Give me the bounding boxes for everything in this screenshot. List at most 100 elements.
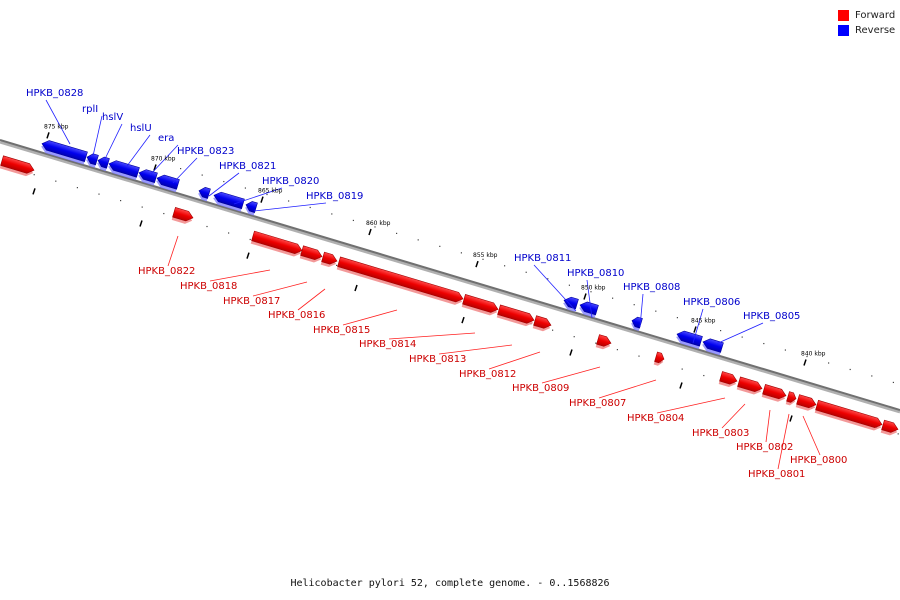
reverse-gene[interactable]	[197, 186, 211, 202]
reverse-gene-label: HPKB_0820	[262, 176, 319, 187]
major-tick-mark-lower	[354, 284, 358, 292]
reverse-leader-line	[103, 123, 123, 162]
forward-gene-label: HPKB_0822	[138, 266, 195, 277]
reverse-gene[interactable]	[137, 168, 158, 186]
minor-tick-upper	[417, 239, 419, 241]
gene-body	[321, 251, 338, 265]
major-tick-label: 865 kbp	[258, 188, 283, 195]
gene-body	[198, 187, 211, 199]
minor-tick-upper	[374, 226, 376, 228]
backbone-line	[0, 139, 900, 411]
reverse-gene[interactable]	[578, 300, 599, 318]
minor-tick-upper	[741, 336, 743, 338]
gene-body	[138, 169, 158, 183]
major-tick-mark	[368, 228, 372, 236]
forward-gene[interactable]	[761, 384, 788, 403]
gene-body	[97, 156, 110, 169]
gene-body	[172, 207, 194, 222]
minor-tick-lower	[33, 174, 35, 176]
major-tick-label: 875 kbp	[44, 123, 69, 130]
minor-tick-lower	[336, 264, 338, 266]
major-tick-mark	[693, 326, 697, 333]
minor-tick-upper	[266, 193, 268, 196]
reverse-gene[interactable]	[675, 329, 703, 349]
minor-tick-upper	[309, 206, 311, 209]
reverse-gene[interactable]	[701, 337, 724, 356]
forward-leader-line	[388, 332, 476, 340]
minor-tick-upper	[331, 213, 333, 215]
gene-body	[654, 351, 665, 364]
gene-body	[579, 301, 599, 316]
figure-caption: Helicobacter pylori 52, complete genome.…	[290, 578, 610, 589]
forward-gene[interactable]	[250, 230, 304, 258]
forward-leader-line	[209, 269, 271, 282]
minor-tick-upper	[439, 245, 441, 247]
minor-tick-upper	[568, 284, 570, 286]
forward-gene[interactable]	[785, 391, 798, 407]
forward-gene[interactable]	[718, 371, 739, 389]
gene-body	[533, 315, 552, 329]
minor-tick-lower	[163, 212, 165, 215]
forward-gene[interactable]	[736, 376, 764, 396]
reverse-gene-label: HPKB_0828	[26, 88, 83, 99]
forward-gene[interactable]	[653, 351, 666, 367]
minor-tick-upper	[720, 330, 722, 332]
forward-gene-label: HPKB_0817	[223, 296, 280, 307]
major-tick-label: 845 kbp	[691, 318, 716, 325]
reverse-leader-line	[149, 144, 179, 176]
gene-body	[462, 294, 499, 313]
minor-tick-upper	[676, 317, 678, 319]
reverse-gene[interactable]	[96, 156, 110, 172]
major-tick-label: 850 kbp	[581, 285, 606, 292]
reverse-gene[interactable]	[212, 190, 245, 212]
minor-tick-upper	[525, 271, 527, 273]
reverse-gene[interactable]	[630, 316, 643, 331]
gene-body	[762, 384, 787, 400]
reverse-gene[interactable]	[107, 159, 140, 181]
major-tick-label: 840 kbp	[801, 351, 826, 358]
forward-gene[interactable]	[320, 251, 339, 269]
minor-tick-upper	[482, 258, 484, 260]
reverse-leader-line	[208, 172, 240, 197]
minor-tick-upper	[828, 362, 830, 364]
major-tick-mark-lower	[679, 382, 683, 389]
forward-gene[interactable]	[336, 256, 465, 307]
reverse-gene[interactable]	[40, 139, 88, 165]
gene-body	[563, 296, 579, 310]
reverse-gene-label: hslU	[130, 123, 152, 134]
forward-gene-label: HPKB_0804	[627, 413, 684, 424]
forward-gene[interactable]	[814, 399, 884, 432]
forward-leader-line	[167, 235, 179, 267]
minor-tick-upper	[633, 304, 635, 306]
forward-gene[interactable]	[461, 294, 500, 317]
forward-gene[interactable]	[171, 207, 195, 225]
forward-leader-line	[541, 366, 601, 384]
legend-forward-label: Forward	[855, 10, 896, 21]
gene-body	[737, 376, 763, 392]
reverse-gene[interactable]	[85, 152, 99, 168]
major-tick-label: 860 kbp	[366, 220, 391, 227]
gene-body	[719, 371, 738, 385]
minor-tick-lower	[681, 368, 683, 370]
forward-leader-line	[802, 415, 821, 456]
gene-tracks	[0, 132, 900, 437]
forward-gene-partial[interactable]	[880, 419, 900, 437]
forward-leader-line	[342, 309, 398, 326]
forward-gene[interactable]	[595, 334, 613, 351]
forward-gene[interactable]	[532, 315, 553, 333]
minor-tick-upper	[223, 180, 225, 183]
gene-body	[251, 230, 303, 254]
reverse-gene[interactable]	[244, 200, 258, 216]
minor-tick-lower	[552, 329, 554, 331]
forward-leader-line	[438, 344, 513, 355]
forward-gene[interactable]	[299, 245, 324, 264]
forward-gene-label: HPKB_0803	[692, 428, 749, 439]
gene-body	[300, 245, 323, 260]
forward-gene[interactable]	[496, 304, 536, 328]
forward-leader-line	[252, 281, 308, 297]
forward-gene[interactable]	[795, 394, 818, 413]
forward-gene-label: HPKB_0816	[268, 310, 325, 321]
forward-gene-label: HPKB_0807	[569, 398, 626, 409]
forward-gene-partial[interactable]	[0, 155, 35, 178]
